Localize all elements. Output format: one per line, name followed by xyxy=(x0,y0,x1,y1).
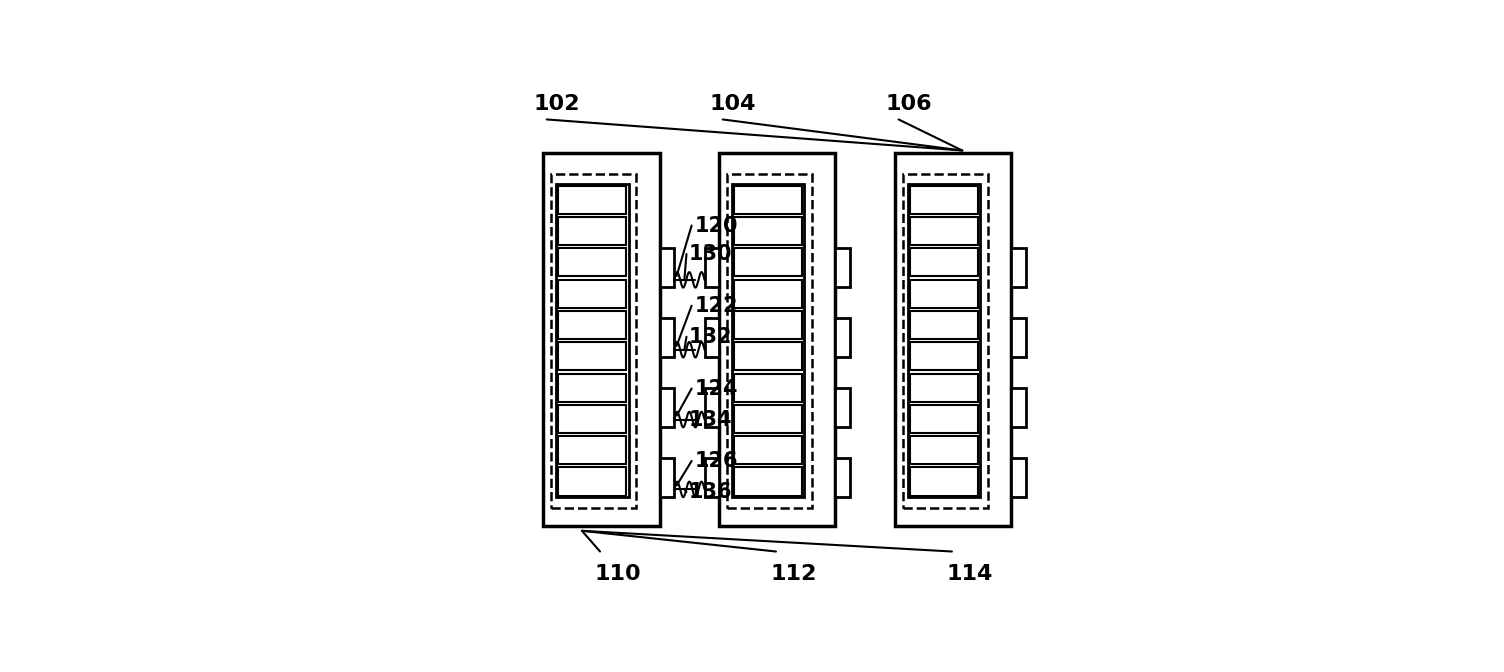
Bar xyxy=(558,217,627,245)
Bar xyxy=(734,217,802,245)
Bar xyxy=(910,374,978,402)
Bar xyxy=(558,342,627,370)
Bar xyxy=(719,153,836,526)
Bar xyxy=(558,185,627,214)
Bar xyxy=(836,388,850,427)
Text: 130: 130 xyxy=(689,244,732,264)
Bar xyxy=(902,174,988,507)
Bar xyxy=(660,458,674,497)
Text: 132: 132 xyxy=(689,327,732,347)
Text: 114: 114 xyxy=(946,564,993,585)
Bar xyxy=(734,280,802,308)
Bar xyxy=(910,468,978,496)
Text: 136: 136 xyxy=(689,482,732,502)
Bar xyxy=(836,248,850,287)
Bar xyxy=(732,184,805,497)
Bar xyxy=(704,248,719,287)
Bar xyxy=(734,436,802,464)
Bar xyxy=(704,318,719,357)
Bar xyxy=(910,185,978,214)
Bar xyxy=(543,153,660,526)
Bar xyxy=(660,318,674,357)
Bar xyxy=(558,436,627,464)
Text: 110: 110 xyxy=(596,564,642,585)
Bar xyxy=(836,458,850,497)
Bar xyxy=(660,388,674,427)
Bar xyxy=(660,248,674,287)
Bar xyxy=(558,374,627,402)
Bar xyxy=(910,436,978,464)
Bar xyxy=(734,311,802,339)
Text: 126: 126 xyxy=(695,451,738,471)
Bar xyxy=(556,184,629,497)
Bar xyxy=(734,468,802,496)
Bar xyxy=(704,458,719,497)
Bar xyxy=(836,318,850,357)
Bar xyxy=(910,248,978,276)
Bar xyxy=(704,388,719,427)
Bar xyxy=(910,280,978,308)
Bar xyxy=(734,342,802,370)
Text: 106: 106 xyxy=(886,94,932,114)
Text: 122: 122 xyxy=(695,296,738,316)
Bar xyxy=(895,153,1011,526)
Bar xyxy=(910,311,978,339)
Bar xyxy=(558,311,627,339)
Bar xyxy=(734,248,802,276)
Bar xyxy=(558,248,627,276)
Bar xyxy=(1011,458,1026,497)
Bar xyxy=(908,184,981,497)
Bar xyxy=(1011,388,1026,427)
Bar xyxy=(734,374,802,402)
Bar xyxy=(1011,318,1026,357)
Text: 104: 104 xyxy=(710,94,757,114)
Bar xyxy=(910,217,978,245)
Text: 124: 124 xyxy=(695,378,738,398)
Bar xyxy=(558,280,627,308)
Bar xyxy=(734,405,802,433)
Bar xyxy=(734,185,802,214)
Text: 120: 120 xyxy=(695,216,738,235)
Bar xyxy=(910,342,978,370)
Bar xyxy=(550,174,636,507)
Bar xyxy=(558,405,627,433)
Bar xyxy=(910,405,978,433)
Text: 134: 134 xyxy=(689,409,732,429)
Bar xyxy=(726,174,812,507)
Bar xyxy=(558,468,627,496)
Text: 102: 102 xyxy=(534,94,581,114)
Text: 112: 112 xyxy=(770,564,817,585)
Bar xyxy=(1011,248,1026,287)
